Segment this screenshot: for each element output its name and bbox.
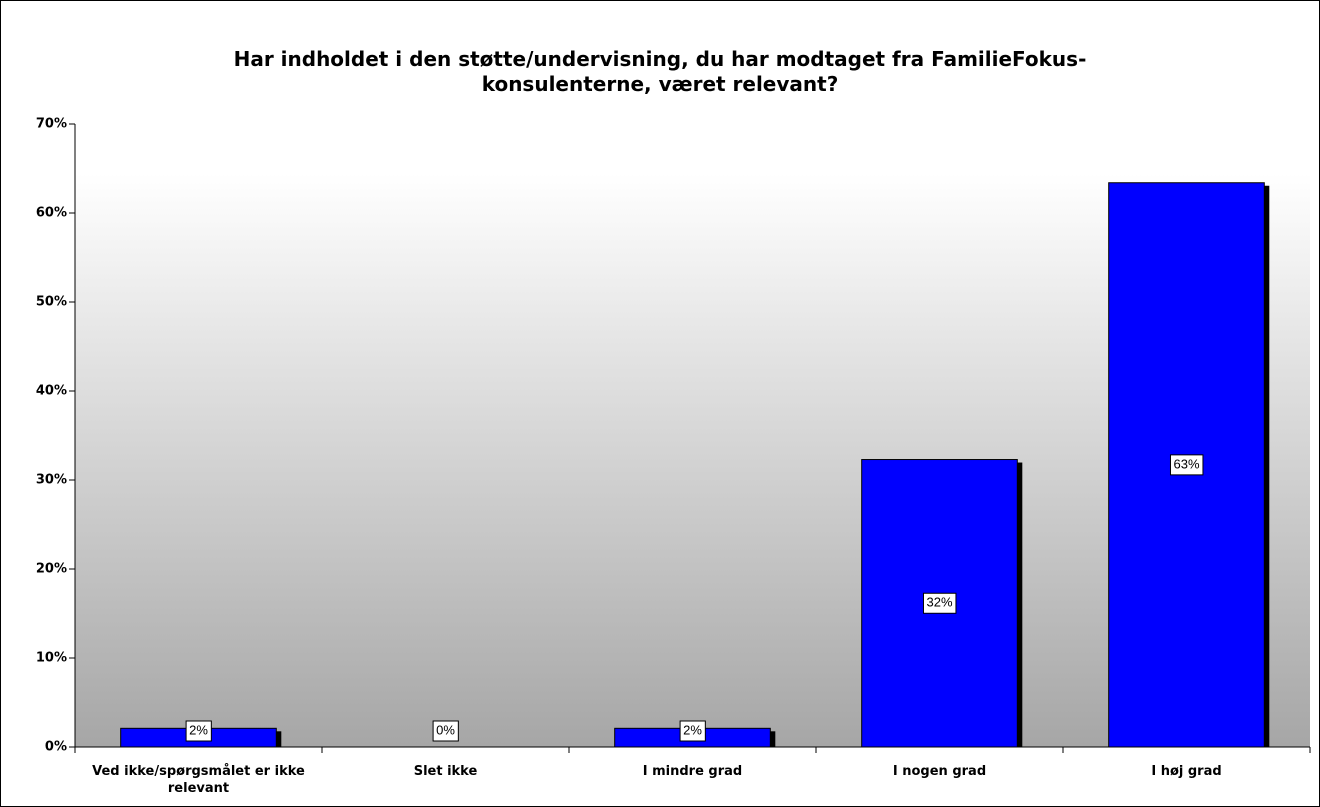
plot-area (75, 124, 1310, 747)
x-tick-label: I nogen grad (892, 764, 987, 779)
data-label-box (1169, 454, 1204, 476)
data-label-box (679, 720, 706, 742)
y-tick-label: 40% (36, 384, 67, 399)
x-tick-label: I høj grad (1151, 764, 1222, 779)
y-tick-label: 70% (36, 117, 67, 132)
data-label-box (185, 720, 212, 742)
data-label: 0% (436, 722, 455, 737)
data-label: 2% (683, 722, 702, 737)
data-label: 32% (926, 595, 952, 610)
y-tick-label: 10% (36, 651, 67, 666)
x-tick-label: Slet ikke (413, 764, 478, 779)
x-tick-label: I mindre grad (642, 764, 743, 779)
y-tick-label: 0% (45, 740, 67, 755)
y-tick-label: 20% (36, 562, 67, 577)
chart-title: Har indholdet i den støtte/undervisning,… (233, 47, 1087, 96)
x-tick-label: Ved ikke/spørgsmålet er ikke relevant (92, 764, 305, 796)
y-tick-label: 30% (36, 473, 67, 488)
data-label: 2% (189, 722, 208, 737)
data-label-box (432, 720, 459, 742)
data-label: 63% (1173, 456, 1199, 471)
y-tick-label: 60% (36, 206, 67, 221)
data-label-box (922, 592, 957, 614)
y-tick-label: 50% (36, 295, 67, 310)
